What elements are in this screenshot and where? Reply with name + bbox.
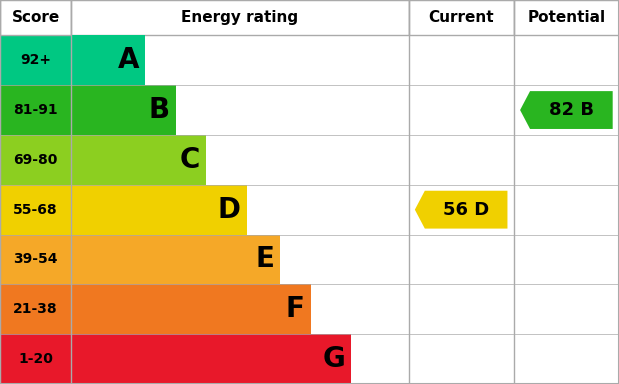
Bar (0, 0, 71, 35)
Text: Potential: Potential (527, 10, 605, 25)
Text: D: D (218, 196, 241, 223)
Bar (0, 135, 71, 185)
Bar (0, 235, 71, 285)
Text: 81-91: 81-91 (13, 103, 58, 117)
Text: A: A (118, 46, 139, 74)
Bar (409, 135, 514, 185)
Text: 69-80: 69-80 (14, 153, 58, 167)
Text: Current: Current (428, 10, 494, 25)
Text: Energy rating: Energy rating (181, 10, 298, 25)
Text: 56 D: 56 D (443, 201, 489, 218)
Bar (0, 185, 71, 235)
Bar (409, 85, 514, 135)
Polygon shape (415, 191, 508, 228)
Bar (409, 334, 514, 384)
Bar (71, 235, 280, 285)
Bar (0, 85, 71, 135)
Text: E: E (256, 245, 274, 273)
Bar (409, 185, 514, 235)
Text: F: F (286, 295, 305, 323)
Bar (71, 135, 206, 185)
Bar (71, 35, 145, 85)
Bar (71, 334, 351, 384)
Bar (409, 285, 514, 334)
Bar (514, 0, 619, 35)
Bar (514, 334, 619, 384)
Bar (514, 235, 619, 285)
Bar (0, 334, 71, 384)
Text: 39-54: 39-54 (14, 252, 58, 266)
Text: C: C (180, 146, 200, 174)
Bar (71, 0, 409, 35)
Bar (514, 135, 619, 185)
Bar (71, 85, 176, 135)
Text: 82 B: 82 B (549, 101, 594, 119)
Bar (514, 285, 619, 334)
Text: 92+: 92+ (20, 53, 51, 67)
Bar (71, 285, 311, 334)
Bar (409, 0, 514, 35)
Bar (71, 185, 246, 235)
Text: 1-20: 1-20 (18, 352, 53, 366)
Text: B: B (149, 96, 170, 124)
Text: 21-38: 21-38 (13, 302, 58, 316)
Bar (514, 35, 619, 85)
Bar (514, 185, 619, 235)
Bar (409, 235, 514, 285)
Bar (409, 35, 514, 85)
Text: 55-68: 55-68 (13, 203, 58, 217)
Text: G: G (322, 345, 345, 373)
Polygon shape (520, 91, 613, 129)
Text: Score: Score (12, 10, 59, 25)
Bar (0, 35, 71, 85)
Bar (0, 285, 71, 334)
Bar (514, 85, 619, 135)
